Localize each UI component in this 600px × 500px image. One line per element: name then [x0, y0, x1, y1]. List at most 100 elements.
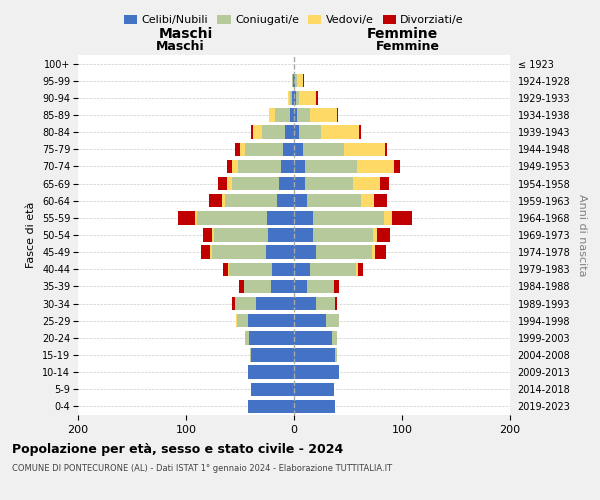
Bar — [358, 262, 363, 276]
Bar — [275, 108, 290, 122]
Bar — [212, 228, 214, 241]
Bar — [335, 297, 337, 310]
Bar — [332, 331, 337, 344]
Bar — [225, 194, 277, 207]
Bar — [353, 177, 380, 190]
Text: Popolazione per età, sesso e stato civile - 2024: Popolazione per età, sesso e stato civil… — [12, 442, 343, 456]
Bar — [316, 91, 318, 104]
Bar — [292, 74, 293, 88]
Bar — [294, 142, 302, 156]
Bar — [377, 228, 390, 241]
Bar — [296, 91, 299, 104]
Bar — [294, 280, 307, 293]
Bar — [229, 262, 272, 276]
Bar — [212, 246, 266, 259]
Bar — [294, 366, 340, 379]
Bar — [239, 280, 244, 293]
Bar — [267, 211, 294, 224]
Bar — [305, 160, 356, 173]
Bar — [244, 280, 271, 293]
Bar — [221, 194, 225, 207]
Bar — [294, 348, 335, 362]
Bar — [321, 126, 359, 139]
Bar — [297, 74, 302, 88]
Bar — [380, 177, 389, 190]
Bar — [344, 142, 385, 156]
Bar — [245, 331, 248, 344]
Bar — [210, 246, 212, 259]
Bar — [356, 160, 394, 173]
Bar — [277, 194, 294, 207]
Bar — [337, 108, 338, 122]
Bar — [238, 160, 281, 173]
Bar — [178, 211, 194, 224]
Text: Femmine: Femmine — [376, 40, 440, 52]
Bar — [232, 177, 279, 190]
Bar — [248, 314, 294, 328]
Bar — [294, 108, 297, 122]
Text: Maschi: Maschi — [155, 40, 205, 52]
Bar — [279, 177, 294, 190]
Bar — [228, 262, 229, 276]
Bar — [227, 177, 232, 190]
Bar — [290, 91, 292, 104]
Bar — [294, 314, 326, 328]
Bar — [310, 262, 356, 276]
Bar — [307, 194, 361, 207]
Bar — [299, 91, 316, 104]
Bar — [326, 314, 340, 328]
Bar — [392, 211, 412, 224]
Y-axis label: Anni di nascita: Anni di nascita — [577, 194, 587, 276]
Bar — [294, 91, 296, 104]
Bar — [302, 74, 304, 88]
Bar — [214, 228, 268, 241]
Bar — [305, 177, 353, 190]
Bar — [294, 211, 313, 224]
Bar — [294, 126, 299, 139]
Bar — [294, 194, 307, 207]
Bar — [232, 297, 235, 310]
Bar — [313, 228, 373, 241]
Bar — [335, 348, 337, 362]
Bar — [372, 246, 375, 259]
Bar — [236, 314, 237, 328]
Bar — [385, 142, 387, 156]
Y-axis label: Fasce di età: Fasce di età — [26, 202, 37, 268]
Bar — [313, 211, 383, 224]
Bar — [248, 331, 294, 344]
Bar — [316, 297, 335, 310]
Bar — [294, 228, 313, 241]
Bar — [383, 211, 392, 224]
Bar — [194, 211, 197, 224]
Bar — [203, 228, 212, 241]
Bar — [294, 382, 334, 396]
Bar — [374, 194, 387, 207]
Bar — [281, 160, 294, 173]
Bar — [235, 297, 256, 310]
Bar — [251, 382, 294, 396]
Bar — [373, 228, 377, 241]
Bar — [292, 91, 294, 104]
Bar — [394, 160, 400, 173]
Bar — [294, 297, 316, 310]
Bar — [250, 348, 251, 362]
Legend: Celibi/Nubili, Coniugati/e, Vedovi/e, Divorziati/e: Celibi/Nubili, Coniugati/e, Vedovi/e, Di… — [119, 10, 469, 30]
Bar — [334, 280, 340, 293]
Bar — [294, 400, 335, 413]
Bar — [272, 262, 294, 276]
Bar — [248, 400, 294, 413]
Bar — [266, 246, 294, 259]
Bar — [290, 108, 294, 122]
Bar — [294, 262, 310, 276]
Bar — [248, 366, 294, 379]
Bar — [269, 108, 275, 122]
Bar — [283, 142, 294, 156]
Bar — [293, 74, 294, 88]
Bar — [256, 297, 294, 310]
Bar — [209, 194, 221, 207]
Text: Femmine: Femmine — [367, 28, 437, 42]
Bar — [240, 142, 245, 156]
Bar — [251, 126, 253, 139]
Bar — [294, 331, 332, 344]
Bar — [232, 160, 238, 173]
